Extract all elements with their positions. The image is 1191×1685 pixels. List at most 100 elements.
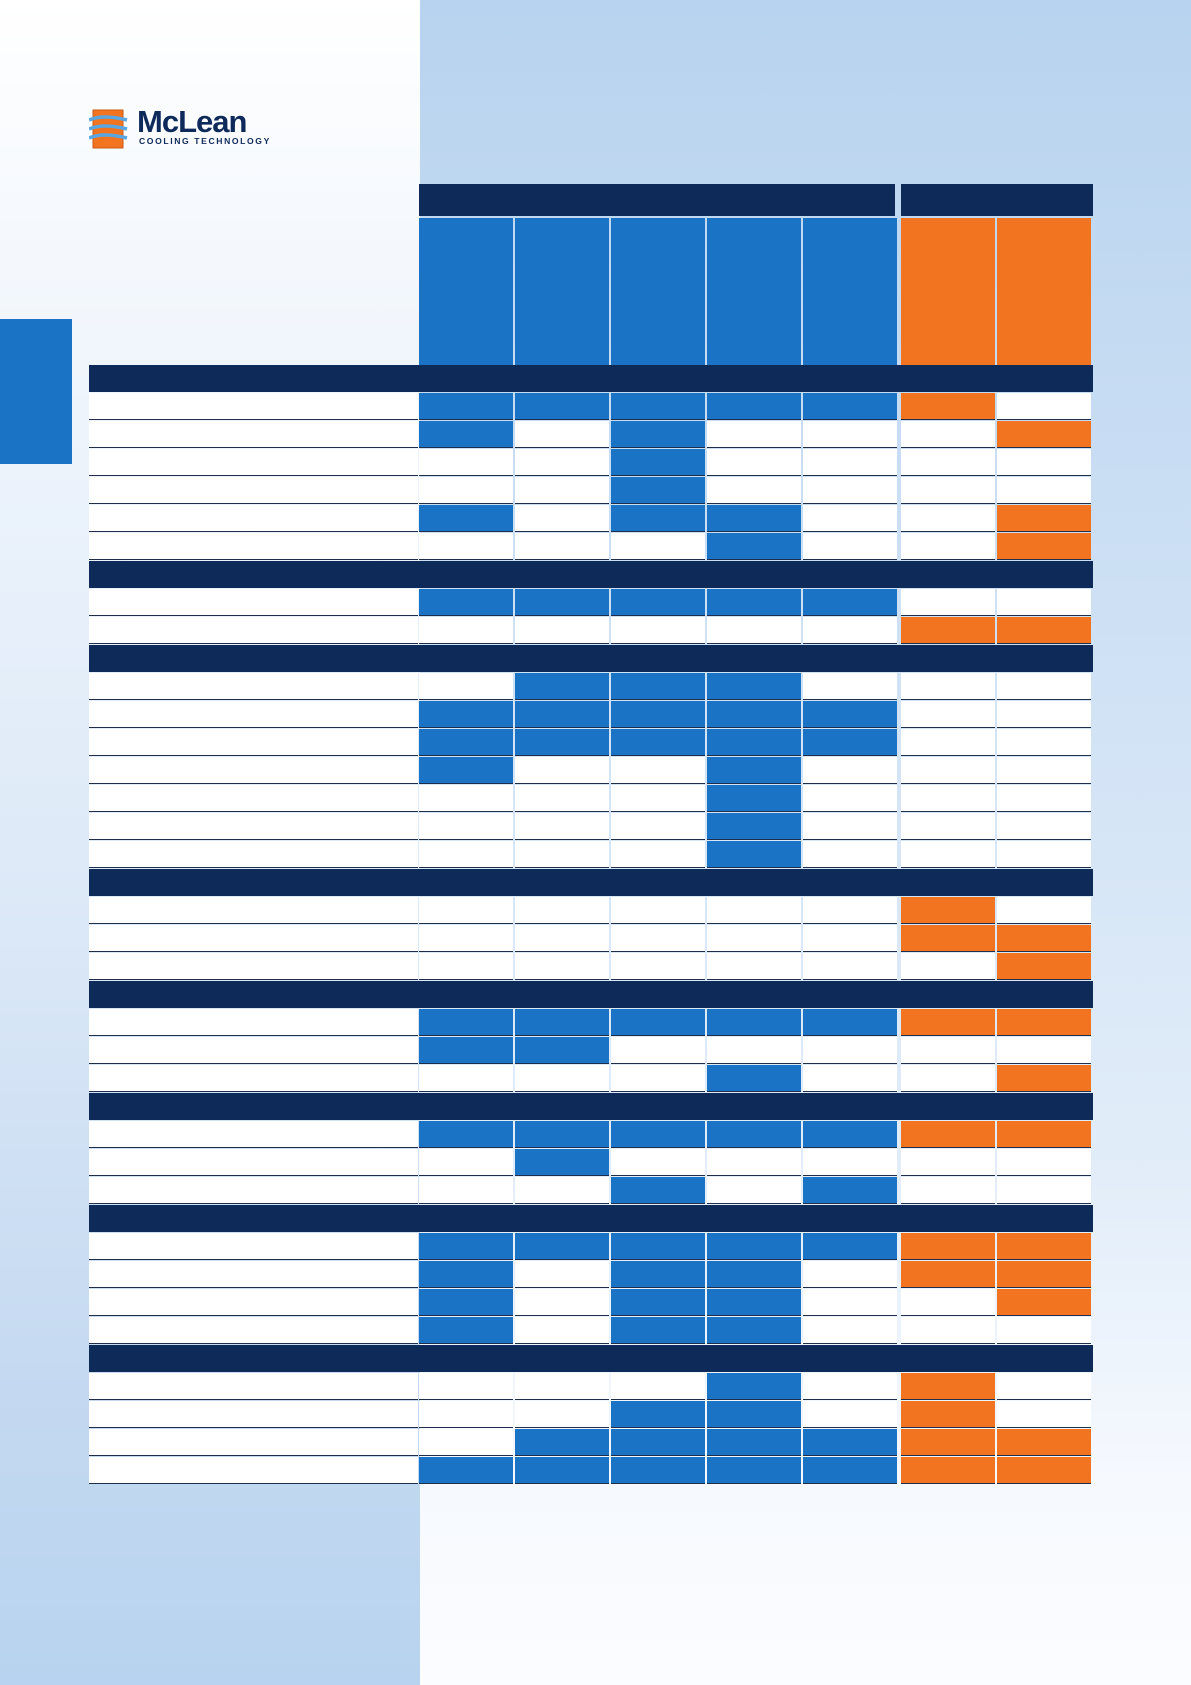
feature-label-cell [89, 1233, 418, 1260]
feature-availability-cell [707, 1261, 801, 1288]
feature-availability-cell [707, 1289, 801, 1316]
feature-availability-cell [515, 757, 609, 784]
feature-availability-cell [901, 1317, 995, 1344]
feature-availability-cell [901, 925, 995, 952]
feature-availability-cell [611, 925, 705, 952]
feature-label-cell [89, 673, 418, 700]
column-header-block [515, 218, 609, 365]
feature-availability-cell [419, 617, 513, 644]
column-header-block [419, 218, 513, 365]
feature-label-cell [89, 533, 418, 560]
feature-availability-cell [611, 1261, 705, 1288]
feature-availability-cell [707, 505, 801, 532]
feature-availability-cell [707, 589, 801, 616]
feature-availability-cell [419, 813, 513, 840]
feature-availability-cell [997, 617, 1091, 644]
feature-availability-cell [707, 477, 801, 504]
feature-availability-cell [707, 701, 801, 728]
feature-availability-cell [611, 1149, 705, 1176]
feature-availability-cell [419, 505, 513, 532]
feature-availability-cell [419, 1121, 513, 1148]
feature-availability-cell [515, 1457, 609, 1484]
feature-availability-cell [419, 897, 513, 924]
feature-availability-cell [419, 533, 513, 560]
feature-availability-cell [707, 1457, 801, 1484]
feature-availability-cell [901, 1429, 995, 1456]
feature-availability-cell [997, 701, 1091, 728]
feature-availability-cell [997, 953, 1091, 980]
feature-availability-cell [419, 1401, 513, 1428]
feature-availability-cell [707, 617, 801, 644]
feature-availability-cell [997, 1429, 1091, 1456]
feature-label-cell [89, 1009, 418, 1036]
feature-label-cell [89, 897, 418, 924]
section-header-row [89, 1093, 1093, 1120]
feature-availability-cell [515, 953, 609, 980]
feature-availability-cell [419, 757, 513, 784]
feature-availability-cell [611, 1065, 705, 1092]
product-feature-matrix [89, 184, 1096, 1484]
feature-availability-cell [803, 1261, 897, 1288]
feature-availability-cell [515, 897, 609, 924]
feature-availability-cell [997, 1233, 1091, 1260]
feature-availability-cell [515, 421, 609, 448]
feature-availability-cell [997, 533, 1091, 560]
feature-availability-cell [803, 1401, 897, 1428]
section-header-row [89, 981, 1093, 1008]
feature-availability-cell [611, 421, 705, 448]
feature-availability-cell [611, 1233, 705, 1260]
feature-availability-cell [997, 1261, 1091, 1288]
feature-availability-cell [997, 897, 1091, 924]
feature-availability-cell [611, 1037, 705, 1064]
feature-availability-cell [611, 673, 705, 700]
column-header-block [901, 218, 995, 365]
feature-availability-cell [803, 533, 897, 560]
feature-availability-cell [997, 393, 1091, 420]
feature-availability-cell [419, 449, 513, 476]
feature-availability-cell [707, 533, 801, 560]
group-header-band [901, 184, 1093, 216]
feature-availability-cell [901, 1065, 995, 1092]
feature-label-cell [89, 1401, 418, 1428]
feature-availability-cell [997, 1177, 1091, 1204]
feature-availability-cell [803, 841, 897, 868]
feature-availability-cell [901, 505, 995, 532]
feature-availability-cell [515, 393, 609, 420]
feature-availability-cell [803, 1149, 897, 1176]
feature-availability-cell [419, 1009, 513, 1036]
feature-availability-cell [803, 673, 897, 700]
feature-availability-cell [997, 1121, 1091, 1148]
section-header-row [89, 1205, 1093, 1232]
feature-availability-cell [901, 729, 995, 756]
feature-availability-cell [611, 1289, 705, 1316]
feature-availability-cell [803, 1037, 897, 1064]
feature-label-cell [89, 589, 418, 616]
feature-availability-cell [419, 421, 513, 448]
feature-label-cell [89, 1317, 418, 1344]
feature-availability-cell [707, 421, 801, 448]
logo-brand-text: McLean [137, 104, 247, 139]
mclean-logo: McLean COOLING TECHNOLOGY [89, 104, 279, 150]
feature-label-cell [89, 393, 418, 420]
feature-availability-cell [611, 1317, 705, 1344]
feature-availability-cell [997, 1065, 1091, 1092]
feature-availability-cell [901, 1233, 995, 1260]
feature-availability-cell [515, 1401, 609, 1428]
feature-availability-cell [997, 477, 1091, 504]
feature-availability-cell [803, 925, 897, 952]
feature-availability-cell [707, 1401, 801, 1428]
feature-availability-cell [515, 1317, 609, 1344]
feature-label-cell [89, 421, 418, 448]
feature-availability-cell [515, 701, 609, 728]
feature-availability-cell [707, 1233, 801, 1260]
feature-availability-cell [803, 1317, 897, 1344]
feature-availability-cell [803, 1121, 897, 1148]
feature-availability-cell [997, 1373, 1091, 1400]
feature-availability-cell [515, 925, 609, 952]
section-header-row [89, 365, 1093, 392]
feature-availability-cell [707, 1037, 801, 1064]
feature-availability-cell [901, 841, 995, 868]
feature-availability-cell [515, 1149, 609, 1176]
feature-label-cell [89, 1289, 418, 1316]
feature-availability-cell [611, 533, 705, 560]
